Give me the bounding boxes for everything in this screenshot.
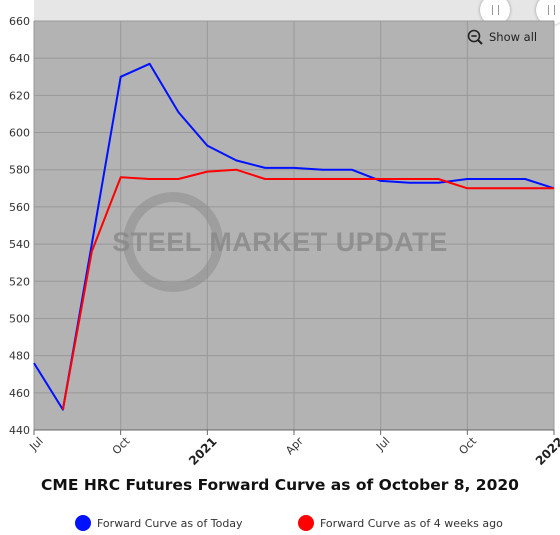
y-tick-label: 560 xyxy=(9,201,30,214)
grip-icon xyxy=(547,5,555,15)
y-tick-label: 600 xyxy=(9,127,30,140)
y-tick-label: 460 xyxy=(9,387,30,400)
chart-title: CME HRC Futures Forward Curve as of Octo… xyxy=(41,476,519,494)
line-chart: 440 460 480 500 520 540 560 580 600 620 640 660 Jul O… xyxy=(9,15,560,468)
legend-marker-4-weeks-ago xyxy=(298,515,314,531)
y-tick-label: 440 xyxy=(9,424,30,437)
legend-label-today: Forward Curve as of Today xyxy=(97,516,243,530)
y-tick-label: 660 xyxy=(9,15,30,28)
y-tick-label: 480 xyxy=(9,350,30,363)
legend-marker-today xyxy=(75,515,91,531)
x-tick-label: Apr xyxy=(283,434,306,457)
x-tick-label: Oct xyxy=(456,434,479,457)
y-tick-label: 500 xyxy=(9,312,30,325)
series-line-today xyxy=(33,62,555,411)
zoom-out-icon xyxy=(467,29,483,45)
series-line-4-weeks-ago xyxy=(61,168,554,410)
x-tick-label: Oct xyxy=(110,434,133,457)
x-tick-label: 2022 xyxy=(533,434,560,468)
y-tick-label: 620 xyxy=(9,89,30,102)
show-all-button[interactable]: Show all xyxy=(467,29,537,45)
legend: Forward Curve as of Today Forward Curve … xyxy=(0,515,560,535)
y-tick-label: 580 xyxy=(9,164,30,177)
watermark-text: STEEL MARKET UPDATE xyxy=(112,227,448,257)
legend-item-today[interactable]: Forward Curve as of Today xyxy=(75,515,243,531)
legend-label-4-weeks-ago: Forward Curve as of 4 weeks ago xyxy=(320,516,503,530)
y-tick-label: 520 xyxy=(9,275,30,288)
y-tick-label: 640 xyxy=(9,52,30,65)
x-tick-label: Jul xyxy=(26,435,45,454)
legend-item-4-weeks-ago[interactable]: Forward Curve as of 4 weeks ago xyxy=(298,515,503,531)
y-tick-label: 540 xyxy=(9,238,30,251)
show-all-label: Show all xyxy=(489,30,538,44)
watermark-logo xyxy=(123,192,223,292)
x-tick-label: Jul xyxy=(373,435,392,454)
x-tick-label: 2021 xyxy=(186,434,220,468)
grip-icon xyxy=(491,5,499,15)
